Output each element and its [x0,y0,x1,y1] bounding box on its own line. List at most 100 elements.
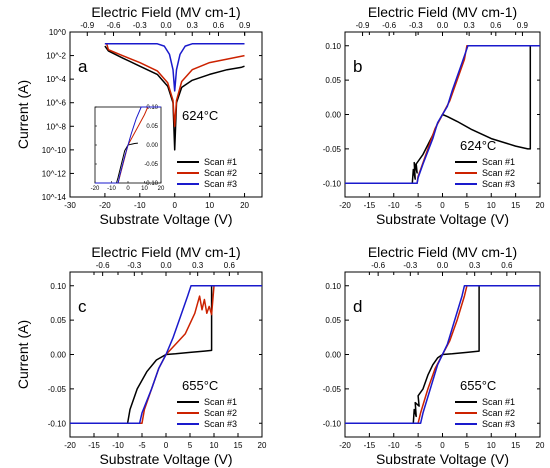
y-tick-label: 0.10 [325,282,341,291]
x-tick-label: -10 [134,201,146,210]
legend-label: Scan #2 [204,408,237,418]
top-axis-title: Electric Field (MV cm-1) [368,4,517,20]
top-tick-label: 0.0 [437,261,449,270]
series-line-scan-2 [104,43,245,128]
inset-x-tick-label: 0 [126,186,130,192]
y-tick-label: 0.05 [325,316,341,325]
x-tick-label: -10 [112,441,124,450]
panel-d: -20 -15 -10 -5 0 5 10 15 20 0.10 0.05 0.00 -0.05 -0.1… [323,244,545,467]
top-tick-label: 0.6 [213,21,225,30]
x-tick-label: -20 [99,201,111,210]
x-tick-label: -10 [388,201,400,210]
x-tick-label: 20 [536,201,545,210]
y-tick-label: 0.10 [325,42,341,51]
x-tick-label: 20 [258,441,267,450]
x-axis-title: Substrate Voltage (V) [99,211,232,227]
legend-label: Scan #2 [482,408,515,418]
x-axis-title: Substrate Voltage (V) [99,451,232,467]
top-tick-label: 0.6 [501,261,513,270]
legend-label: Scan #1 [482,397,515,407]
top-axis-title: Electric Field (MV cm-1) [368,244,517,260]
series-line-scan-1 [345,285,540,425]
series-line-scan-3 [345,45,540,185]
series-line-scan-3 [104,43,245,92]
inset-y-tick-label: 0.10 [146,105,158,111]
inset-x-tick-label: -10 [107,186,116,192]
x-tick-label: 5 [465,201,470,210]
x-tick-label: 10 [487,441,496,450]
y-tick-label: -0.05 [323,385,342,394]
x-axis-title: Substrate Voltage (V) [376,451,509,467]
top-tick-label: 0.3 [187,21,199,30]
x-tick-label: -5 [415,441,423,450]
top-tick-label: -0.9 [80,21,94,30]
top-axis-title: Electric Field (MV cm-1) [91,4,240,20]
x-tick-label: 10 [487,201,496,210]
x-tick-label: -10 [388,441,400,450]
top-axis-title: Electric Field (MV cm-1) [91,244,240,260]
top-tick-label: -0.6 [382,21,396,30]
y-axis-title: Current (A) [15,320,31,389]
top-tick-label: 0.9 [517,21,529,30]
y-tick-label: 10^0 [49,28,67,37]
panel-letter: d [353,297,362,316]
y-tick-label: 10^-12 [42,169,67,178]
inset-x-tick-label: -20 [91,186,100,192]
top-tick-label: -0.3 [127,261,141,270]
x-axis-title: Substrate Voltage (V) [376,211,509,227]
top-tick-label: -0.3 [133,21,147,30]
x-tick-label: 20 [240,201,249,210]
y-tick-label: 0.00 [50,351,66,360]
x-tick-label: 0 [164,441,169,450]
y-tick-label: 10^-10 [42,146,67,155]
y-tick-label: -0.10 [323,179,342,188]
x-tick-label: -20 [339,441,351,450]
series-group [104,43,245,151]
series-group [345,45,540,185]
x-tick-label: 0 [440,201,445,210]
x-tick-label: 15 [511,201,520,210]
series-line-scan-1 [104,45,245,151]
legend-label: Scan #3 [204,419,237,429]
legend-label: Scan #3 [204,179,237,189]
x-tick-label: -5 [415,201,423,210]
temperature-label: 624°C [182,108,218,123]
y-tick-label: -0.10 [323,419,342,428]
legend-label: Scan #2 [482,168,515,178]
x-tick-label: -30 [64,201,76,210]
top-tick-label: 0.9 [239,21,251,30]
series-line-scan-3 [345,285,540,425]
x-tick-label: -20 [339,201,351,210]
x-tick-label: 15 [511,441,520,450]
top-tick-label: 0.6 [224,261,236,270]
y-tick-label: 0.10 [50,282,66,291]
top-tick-label: -0.3 [403,261,417,270]
y-tick-label: 0.05 [50,316,66,325]
top-tick-label: -0.3 [409,21,423,30]
top-tick-label: 0.0 [160,261,172,270]
panel-letter: a [78,57,88,76]
legend-label: Scan #1 [482,157,515,167]
inset-series-line-scan-1 [95,142,138,184]
temperature-label: 655°C [460,378,496,393]
series-group [345,285,540,425]
legend-label: Scan #2 [204,168,237,178]
y-tick-label: -0.05 [323,145,342,154]
top-tick-label: -0.6 [371,261,385,270]
x-tick-label: 5 [188,441,193,450]
top-tick-label: 0.0 [160,21,172,30]
panel-a: -30 -20 -10 0 10 20 10^0 10^-2 10^-4 10^-6 10^-8 10… [15,4,263,227]
legend-label: Scan #3 [482,419,515,429]
top-tick-label: -0.9 [356,21,370,30]
x-tick-label: 5 [465,441,470,450]
temperature-label: 655°C [182,378,218,393]
inset-y-tick-label: -0.10 [144,181,158,187]
panel-letter: c [78,297,87,316]
x-tick-label: 0 [440,441,445,450]
x-tick-label: -20 [64,441,76,450]
top-tick-label: -0.6 [107,21,121,30]
y-tick-label: 0.00 [325,351,341,360]
y-tick-label: 10^-2 [46,52,66,61]
x-tick-label: -15 [364,201,376,210]
